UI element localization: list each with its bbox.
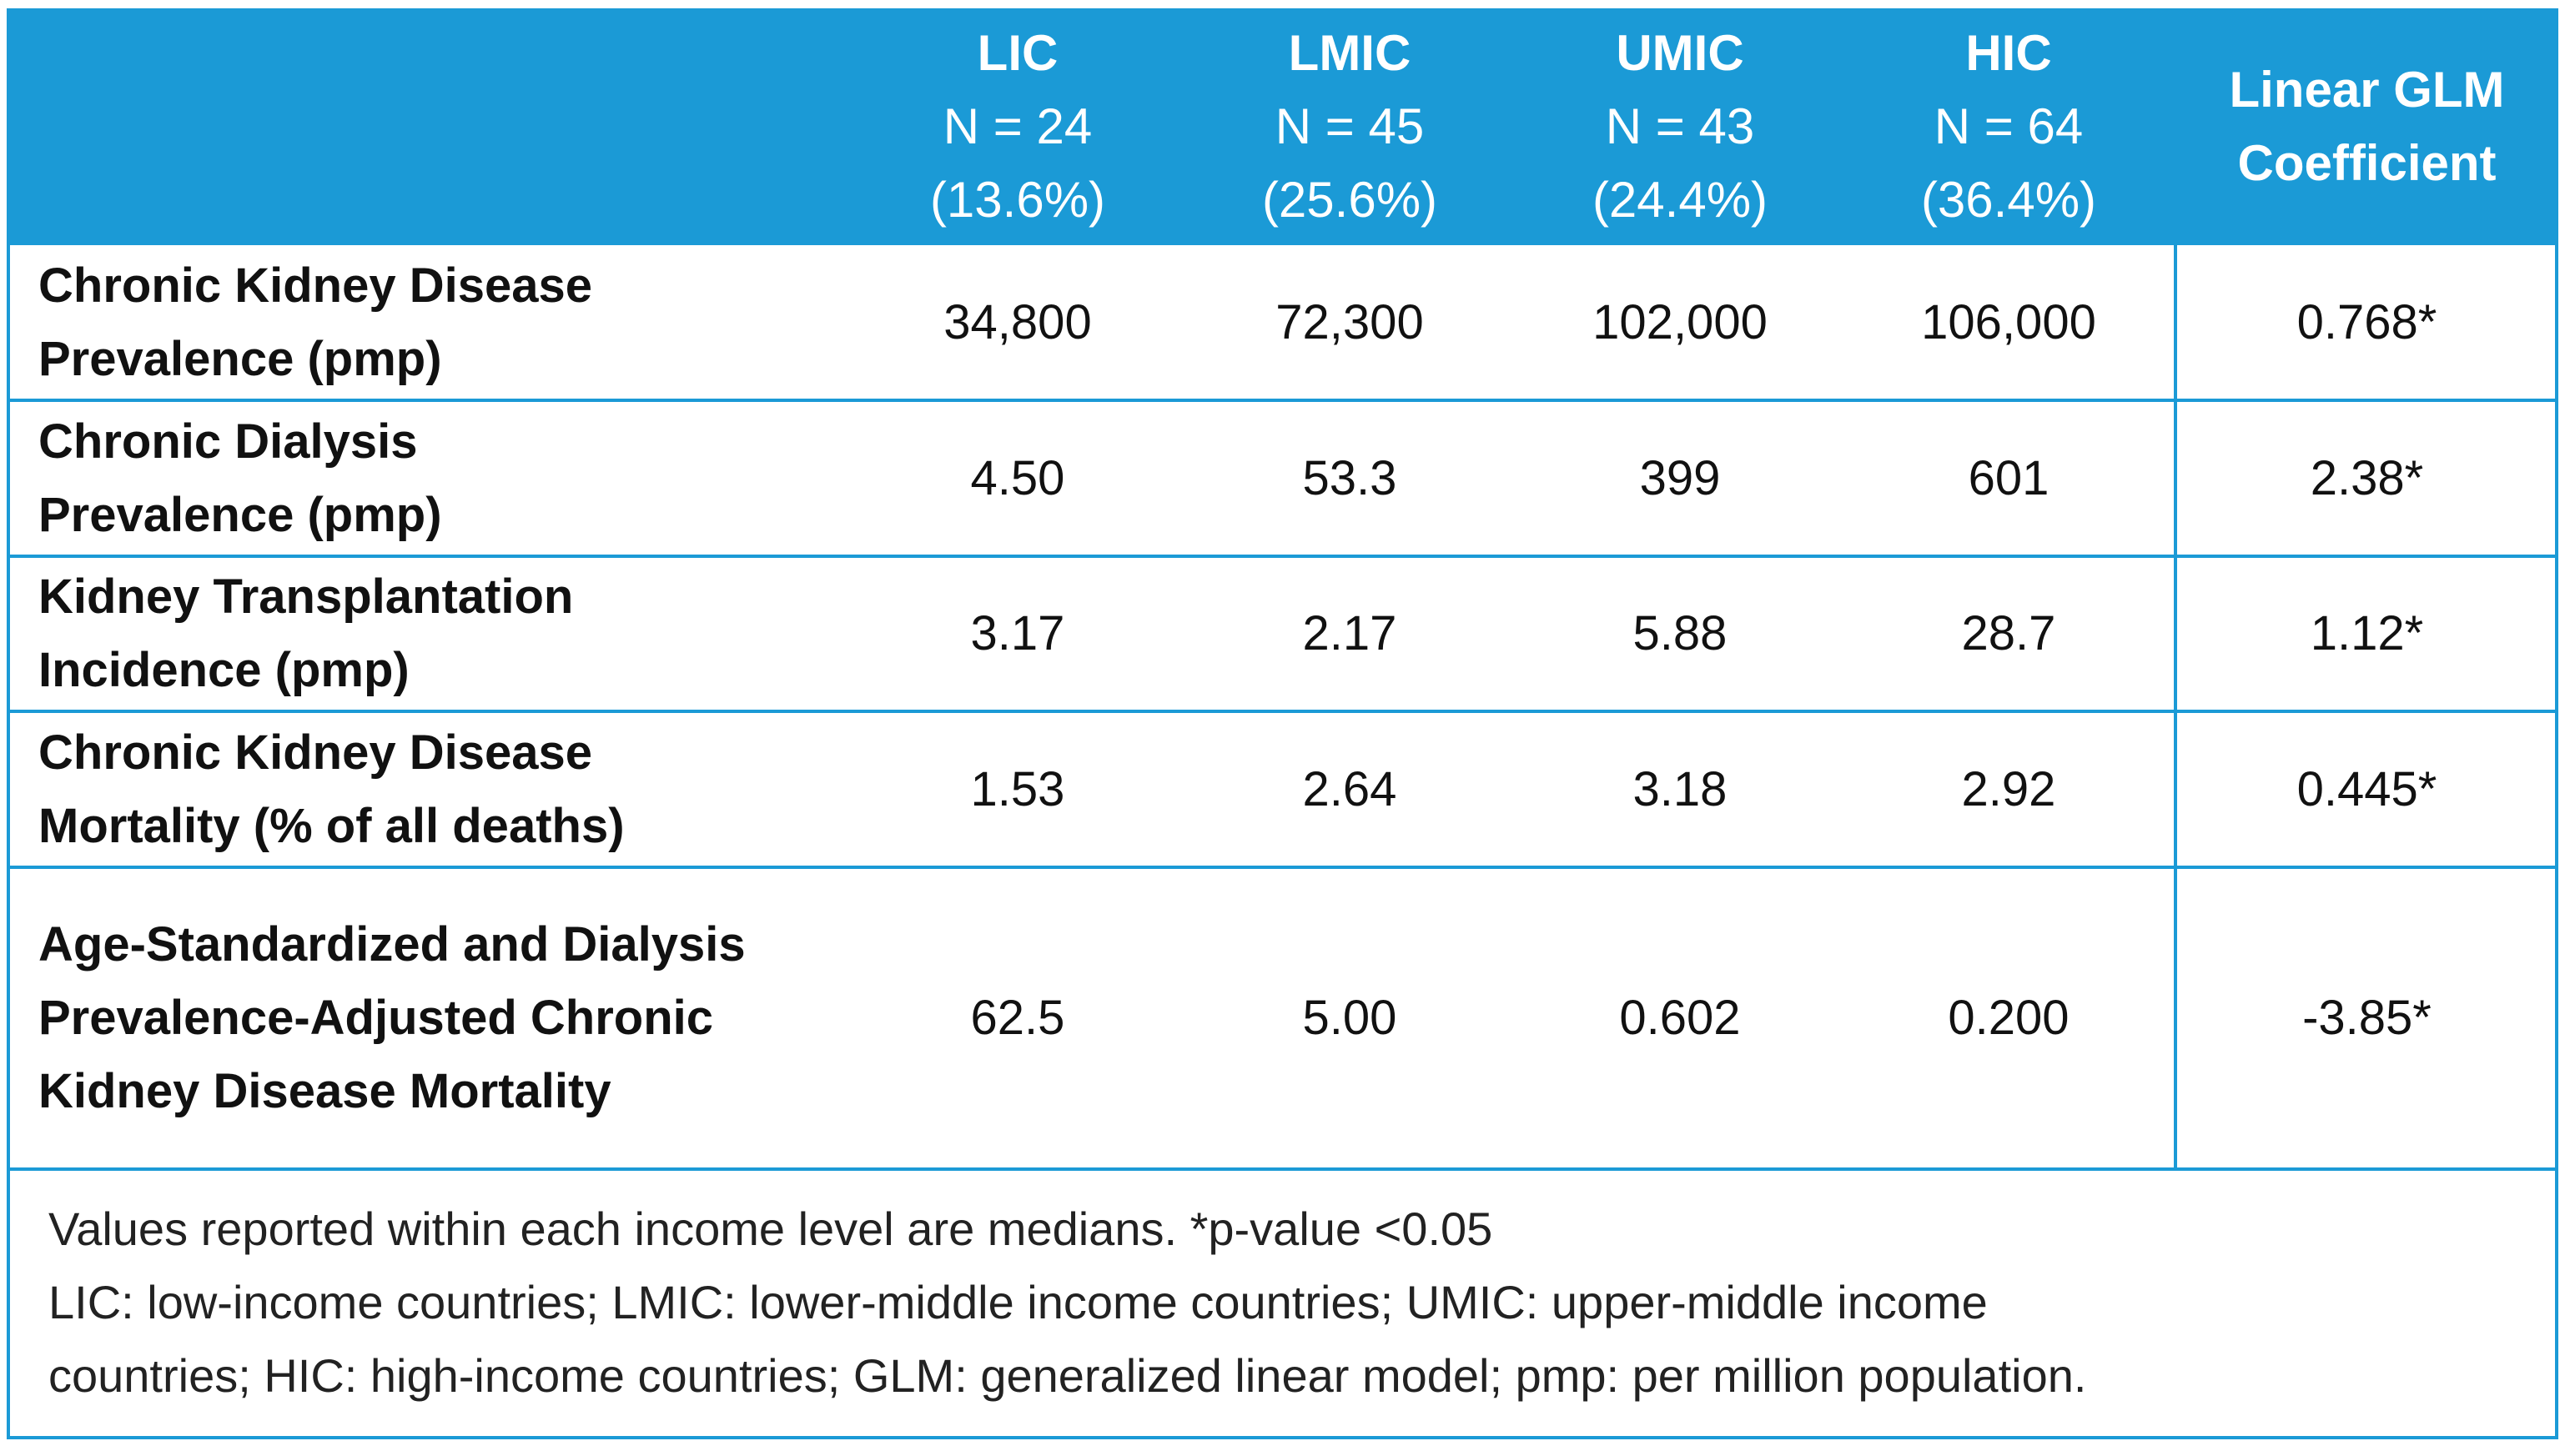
value-cell: 399 <box>1517 400 1843 556</box>
value-cell: 72,300 <box>1187 245 1512 400</box>
coefficient-cell: 0.768* <box>2175 245 2558 400</box>
row-label: Chronic Kidney Disease Mortality (% of al… <box>38 711 873 867</box>
value-cell: 3.18 <box>1517 711 1843 867</box>
row-label-line: Age-Standardized and Dialysis <box>38 917 746 972</box>
value: 2.64 <box>1302 761 1397 816</box>
column-name: LMIC <box>1288 25 1411 81</box>
value: 53.3 <box>1302 450 1397 505</box>
row-label: Kidney Transplantation Incidence (pmp) <box>38 556 873 711</box>
row-label-line: Incidence (pmp) <box>38 643 410 697</box>
value: 0.602 <box>1619 991 1741 1045</box>
row-label-line: Prevalence-Adjusted Chronic <box>38 991 713 1045</box>
value: 3.17 <box>970 606 1065 660</box>
value: 4.50 <box>970 450 1065 505</box>
column-header: LMIC N = 45 (25.6%) <box>1187 8 1512 245</box>
footnote-line: Values reported within each income level… <box>48 1202 1493 1255</box>
coefficient-cell: 2.38* <box>2175 400 2558 556</box>
header-background <box>7 8 2558 245</box>
value-cell: 5.00 <box>1187 867 1512 1169</box>
value-cell: 2.92 <box>1846 711 2171 867</box>
coefficient-cell: 0.445* <box>2175 711 2558 867</box>
column-header: HIC N = 64 (36.4%) <box>1846 8 2171 245</box>
value-cell: 0.200 <box>1846 867 2171 1169</box>
row-label-line: Chronic Kidney Disease <box>38 259 592 313</box>
value: 34,800 <box>943 295 1092 349</box>
coefficient: 2.38* <box>2310 450 2424 505</box>
value-cell: 3.17 <box>855 556 1180 711</box>
value: 62.5 <box>970 991 1065 1045</box>
value: 3.18 <box>1632 761 1728 816</box>
footnote-line: LIC: low-income countries; LMIC: lower-m… <box>48 1276 1988 1328</box>
row-label-line: Mortality (% of all deaths) <box>38 798 625 853</box>
column-header: LIC N = 24 (13.6%) <box>855 8 1180 245</box>
row-divider <box>7 710 2558 713</box>
footnote: Values reported within each income level… <box>48 1192 2542 1413</box>
column-percent: (24.4%) <box>1592 172 1768 228</box>
row-label: Age-Standardized and Dialysis Prevalence-… <box>38 867 873 1169</box>
value: 1.53 <box>970 761 1065 816</box>
value: 399 <box>1639 450 1721 505</box>
column-percent: (25.6%) <box>1261 172 1438 228</box>
footnote-line: countries; HIC: high-income countries; G… <box>48 1349 2087 1402</box>
value: 5.00 <box>1302 991 1397 1045</box>
row-label: Chronic Kidney Disease Prevalence (pmp) <box>38 245 873 400</box>
coefficient-header: Linear GLM Coefficient <box>2175 8 2558 245</box>
value: 28.7 <box>1961 606 2056 660</box>
value: 2.92 <box>1961 761 2056 816</box>
column-name: HIC <box>1965 25 2052 81</box>
value: 601 <box>1968 450 2049 505</box>
value: 5.88 <box>1632 606 1728 660</box>
column-count: N = 45 <box>1275 98 1425 154</box>
value-cell: 106,000 <box>1846 245 2171 400</box>
coefficient-cell: -3.85* <box>2175 867 2558 1169</box>
value: 0.200 <box>1948 991 2070 1045</box>
value-cell: 62.5 <box>855 867 1180 1169</box>
row-label-line: Prevalence (pmp) <box>38 487 442 542</box>
column-name: UMIC <box>1616 25 1744 81</box>
value: 2.17 <box>1302 606 1397 660</box>
row-label-line: Prevalence (pmp) <box>38 332 442 386</box>
value-cell: 34,800 <box>855 245 1180 400</box>
row-label-line: Chronic Kidney Disease <box>38 725 592 780</box>
row-label-line: Chronic Dialysis <box>38 414 418 469</box>
coefficient: 0.445* <box>2296 761 2437 816</box>
value-cell: 2.17 <box>1187 556 1512 711</box>
row-label: Chronic Dialysis Prevalence (pmp) <box>38 400 873 556</box>
row-divider <box>7 866 2558 869</box>
column-divider <box>2174 245 2177 1169</box>
column-count: N = 64 <box>1934 98 2084 154</box>
value-cell: 601 <box>1846 400 2171 556</box>
row-divider <box>7 399 2558 402</box>
value-cell: 5.88 <box>1517 556 1843 711</box>
column-percent: (36.4%) <box>1920 172 2097 228</box>
value-cell: 53.3 <box>1187 400 1512 556</box>
table-border <box>7 8 2558 1439</box>
coefficient-header-line: Linear GLM <box>2229 62 2505 118</box>
column-count: N = 43 <box>1605 98 1755 154</box>
column-count: N = 24 <box>943 98 1093 154</box>
value: 102,000 <box>1592 295 1768 349</box>
coefficient-cell: 1.12* <box>2175 556 2558 711</box>
row-divider <box>7 1167 2558 1171</box>
row-label-line: Kidney Disease Mortality <box>38 1064 611 1118</box>
row-divider <box>7 555 2558 558</box>
coefficient-header-line: Coefficient <box>2237 135 2497 191</box>
coefficient: -3.85* <box>2302 991 2432 1045</box>
value-cell: 0.602 <box>1517 867 1843 1169</box>
value: 106,000 <box>1921 295 2096 349</box>
column-header: UMIC N = 43 (24.4%) <box>1517 8 1843 245</box>
column-name: LIC <box>977 25 1059 81</box>
value-cell: 1.53 <box>855 711 1180 867</box>
value: 72,300 <box>1275 295 1424 349</box>
coefficient: 1.12* <box>2310 606 2424 660</box>
column-percent: (13.6%) <box>929 172 1106 228</box>
value-cell: 2.64 <box>1187 711 1512 867</box>
value-cell: 28.7 <box>1846 556 2171 711</box>
coefficient: 0.768* <box>2296 295 2437 349</box>
value-cell: 4.50 <box>855 400 1180 556</box>
row-label-line: Kidney Transplantation <box>38 570 574 624</box>
value-cell: 102,000 <box>1517 245 1843 400</box>
